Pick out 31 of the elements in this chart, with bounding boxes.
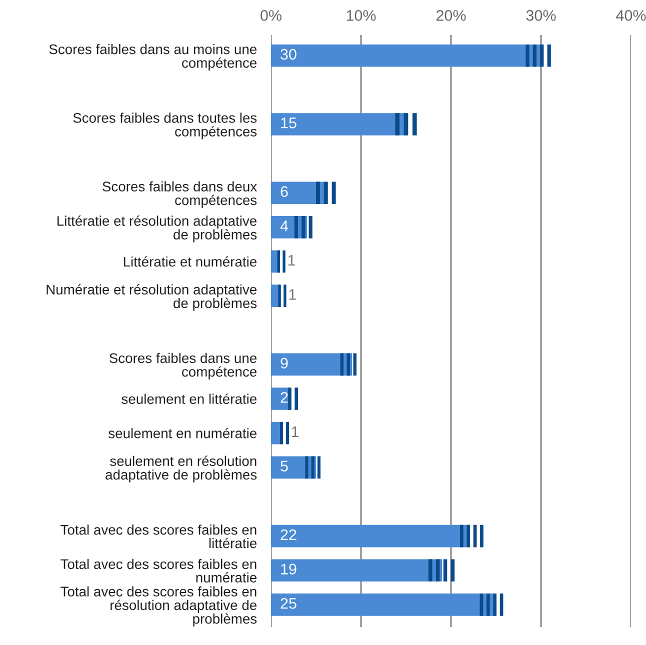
y-tick-label: Littératie et numératie [124,256,257,267]
data-label: 6 [280,186,288,197]
y-tick-label: Scores faibles dans toutes les compétences [73,112,257,140]
x-tick-label: 20% [436,10,466,21]
y-tick-label: Scores faibles dans deux compétences [102,181,257,208]
x-tick-label: 0% [260,10,282,21]
data-label: 15 [281,118,296,128]
data-label: 19 [281,564,296,574]
data-label: 1 [292,426,299,438]
y-tick-label: Littératie et résolution adaptative de problèmes [58,216,257,242]
y-tick-label: Total avec des scores faibles en littératie [60,524,256,548]
data-label: 22 [280,529,296,540]
y-tick-label: Total avec des scores faibles en résolution adaptative de problèmes [60,586,257,626]
x-tick-label: 30% [526,10,556,21]
data-label: 5 [280,460,288,472]
y-tick-label: Total avec des scores faibles en numératie [60,558,256,583]
y-tick-label: seulement en résolution adaptative de problèmes [106,456,257,482]
y-tick-label: seulement en littératie [122,394,257,404]
y-tick-label: seulement en numératie [108,428,257,438]
y-tick-label: Scores faibles dans au moins une compétence [49,44,257,71]
x-tick-label: 40% [616,10,646,21]
data-label: 30 [280,48,296,60]
x-tick-label: 10% [346,10,376,21]
data-label: 2 [280,392,288,403]
data-label: 9 [280,358,288,369]
y-tick-label: Scores faibles dans une compétence [110,352,257,380]
data-label: 4 [280,220,288,232]
data-label: 1 [288,254,295,266]
data-label: 25 [280,598,296,609]
data-label: 1 [289,289,296,300]
y-tick-label: Numératie et résolution adaptative de problèmes [46,284,257,311]
